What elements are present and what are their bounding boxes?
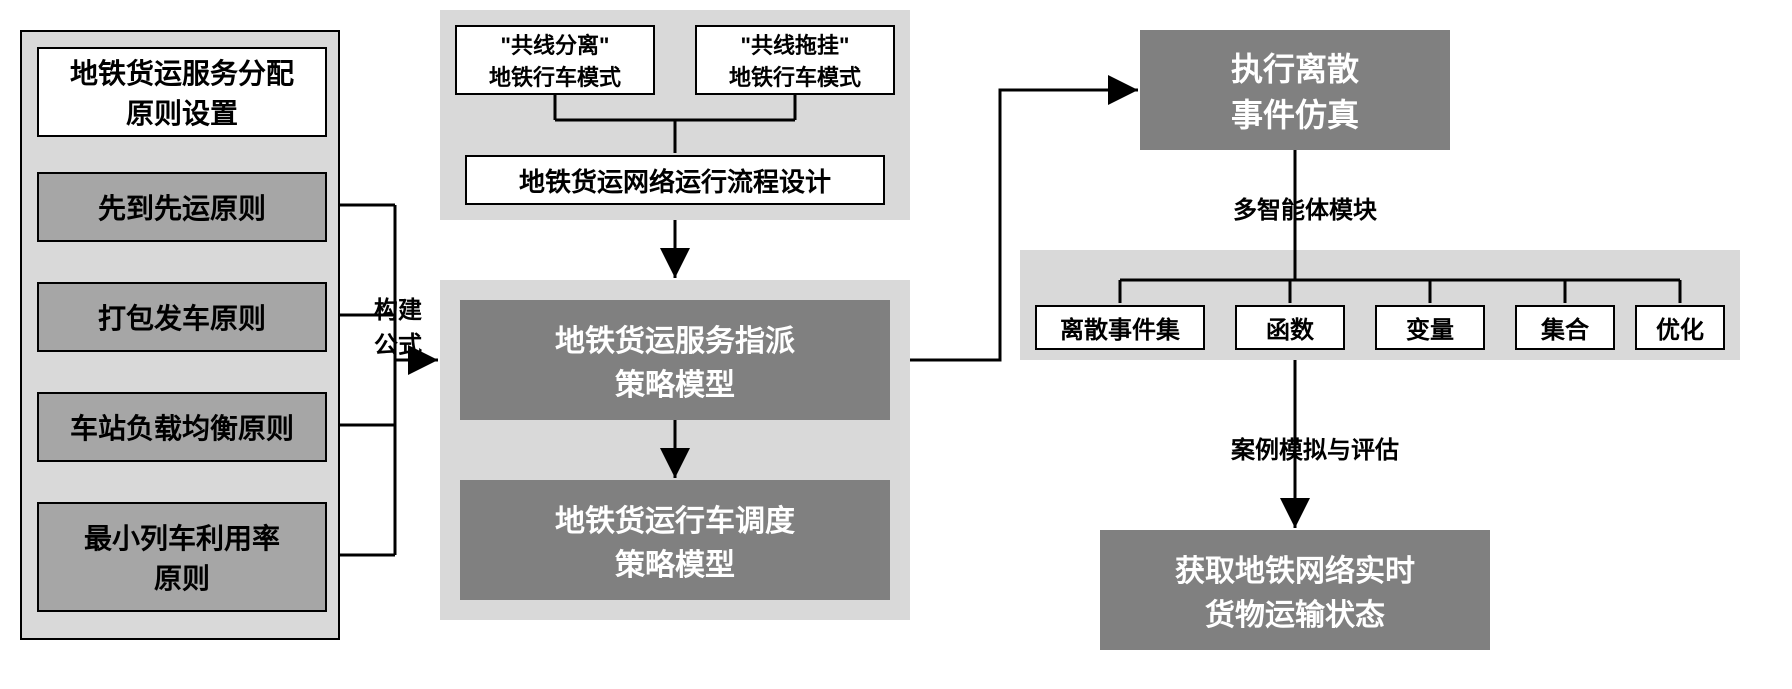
module-2: 变量 bbox=[1375, 305, 1485, 350]
label-agent: 多智能体模块 bbox=[1205, 190, 1405, 225]
model-a: 地铁货运服务指派 策略模型 bbox=[460, 300, 890, 420]
mode-b: "共线拖挂" 地铁行车模式 bbox=[695, 25, 895, 95]
design-box: 地铁货运网络运行流程设计 bbox=[465, 155, 885, 205]
right-modules-panel: 离散事件集 函数 变量 集合 优化 bbox=[1020, 250, 1740, 360]
left-title: 地铁货运服务分配 原则设置 bbox=[37, 47, 327, 137]
right-top: 执行离散 事件仿真 bbox=[1140, 30, 1450, 150]
mode-a: "共线分离" 地铁行车模式 bbox=[455, 25, 655, 95]
module-1: 函数 bbox=[1235, 305, 1345, 350]
top-center-panel: "共线分离" 地铁行车模式 "共线拖挂" 地铁行车模式 地铁货运网络运行流程设计 bbox=[440, 10, 910, 220]
module-3: 集合 bbox=[1515, 305, 1615, 350]
label-case: 案例模拟与评估 bbox=[1200, 430, 1430, 465]
label-build: 构建 公式 bbox=[363, 290, 433, 360]
left-item-0: 先到先运原则 bbox=[37, 172, 327, 242]
left-item-3: 最小列车利用率 原则 bbox=[37, 502, 327, 612]
center-panel: 地铁货运服务指派 策略模型 地铁货运行车调度 策略模型 bbox=[440, 280, 910, 620]
left-panel: 地铁货运服务分配 原则设置 先到先运原则 打包发车原则 车站负载均衡原则 最小列… bbox=[20, 30, 340, 640]
model-b: 地铁货运行车调度 策略模型 bbox=[460, 480, 890, 600]
module-4: 优化 bbox=[1635, 305, 1725, 350]
left-item-1: 打包发车原则 bbox=[37, 282, 327, 352]
module-0: 离散事件集 bbox=[1035, 305, 1205, 350]
left-item-2: 车站负载均衡原则 bbox=[37, 392, 327, 462]
right-bottom: 获取地铁网络实时 货物运输状态 bbox=[1100, 530, 1490, 650]
